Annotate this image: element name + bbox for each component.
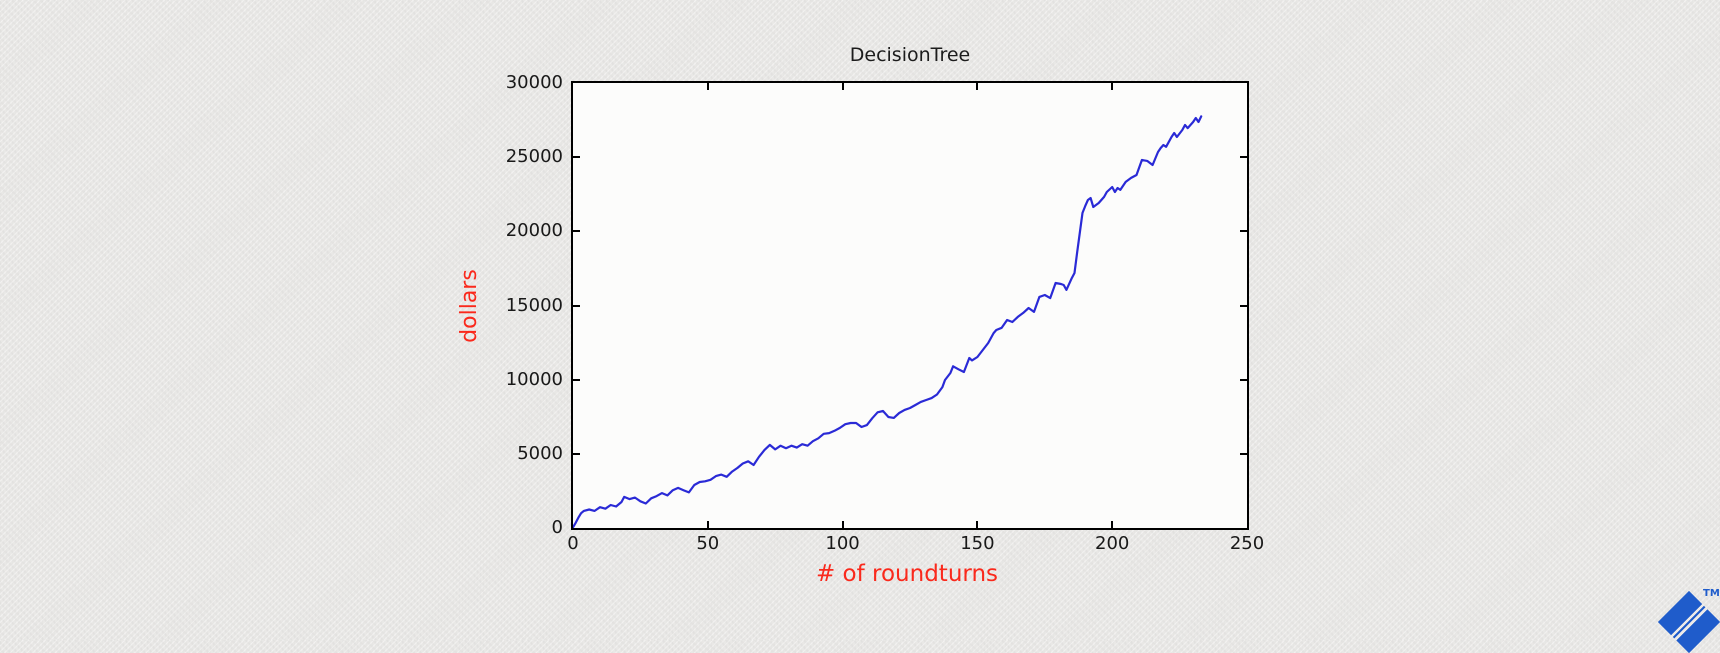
x-tick	[841, 521, 844, 528]
y-tick-label: 20000	[505, 220, 563, 242]
y-tick	[573, 304, 580, 307]
plot-area	[571, 81, 1249, 530]
chart-title: DecisionTree	[849, 44, 971, 66]
x-tick	[1111, 83, 1114, 90]
x-tick	[706, 83, 709, 90]
trademark-label: TM	[1703, 588, 1720, 599]
y-tick-label: 15000	[505, 294, 563, 316]
y-tick	[573, 378, 580, 381]
line-series	[573, 115, 1203, 528]
y-tick-label: 25000	[505, 146, 563, 168]
x-tick-label: 50	[696, 533, 720, 554]
x-tick-label: 200	[1095, 533, 1130, 554]
y-tick	[1240, 156, 1247, 159]
x-tick	[841, 83, 844, 90]
x-tick-label: 0	[567, 533, 579, 554]
y-tick	[573, 156, 580, 159]
x-tick	[706, 521, 709, 528]
y-tick-label: 0	[551, 517, 563, 538]
y-tick	[1240, 378, 1247, 381]
y-tick-label: 5000	[517, 442, 563, 464]
x-tick	[976, 83, 979, 90]
toptal-logo	[1657, 590, 1720, 653]
x-tick-label: 150	[960, 533, 995, 554]
y-tick-label: 30000	[505, 72, 563, 93]
x-tick-label: 100	[825, 533, 860, 554]
y-tick-label: 10000	[505, 368, 563, 390]
y-tick	[1240, 304, 1247, 307]
y-tick	[573, 230, 580, 233]
y-tick	[1240, 230, 1247, 233]
y-tick	[1240, 452, 1247, 455]
x-axis-label: # of roundturns	[815, 561, 999, 587]
x-tick	[1111, 521, 1114, 528]
x-tick-label: 250	[1229, 533, 1265, 554]
y-tick	[573, 452, 580, 455]
x-tick	[976, 521, 979, 528]
